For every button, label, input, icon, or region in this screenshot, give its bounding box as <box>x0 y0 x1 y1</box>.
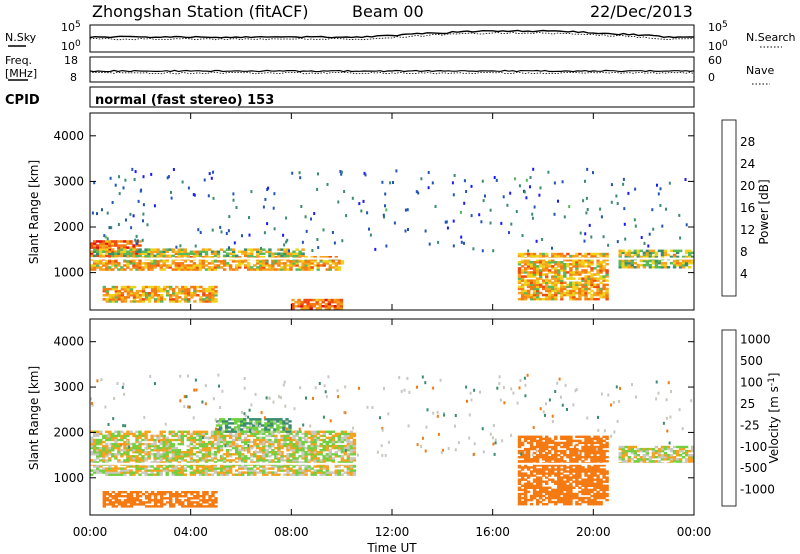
heatmap-region <box>618 445 694 465</box>
heatmap-region <box>102 491 218 508</box>
power-heatmap <box>90 167 694 310</box>
velocity-colorbar-label: Velocity [m s-1] <box>767 373 781 464</box>
nsearch-label: N.Search <box>746 31 796 44</box>
velocity-panel: 1000 2000 3000 4000 Slant Range [km] 1000 50… <box>27 318 781 516</box>
colorbar-frame <box>721 119 737 297</box>
freq-tick-bottom: 8 <box>70 71 77 84</box>
heatmap-region <box>215 418 292 433</box>
colorbar-tick-label: -1000 <box>740 483 775 497</box>
x-tick-label: 00:00 <box>677 525 712 539</box>
colorbar-tick-label: 4 <box>740 267 748 281</box>
freq-line <box>90 69 694 73</box>
freq-unit-label: [MHz] <box>5 67 37 80</box>
x-tick-label: 12:00 <box>375 525 410 539</box>
colorbar-tick-label: 24 <box>740 157 755 171</box>
search-tick-bottom: 100 <box>708 39 728 53</box>
date-label: 22/Dec/2013 <box>590 2 693 21</box>
y-tick-label: 4000 <box>53 129 84 143</box>
heatmap-region <box>517 252 609 301</box>
chart-title: Zhongshan Station (fitACF) <box>92 2 309 21</box>
colorbar-tick-label: 12 <box>740 223 755 237</box>
power-panel: 1000 2000 3000 4000 Slant Range [km] 28 24 20… <box>27 112 771 311</box>
x-tick-label: 08:00 <box>274 525 309 539</box>
heatmap-region <box>90 256 345 271</box>
velocity-heatmap <box>90 373 694 508</box>
heatmap-region <box>102 285 218 303</box>
x-tick-label: 20:00 <box>576 525 611 539</box>
search-tick-top: 105 <box>708 20 728 34</box>
power-ylabel: Slant Range [km] <box>27 160 41 264</box>
heatmap-region <box>90 248 305 258</box>
colorbar-tick-label: -100 <box>740 440 767 454</box>
colorbar-tick-label: 8 <box>740 245 748 259</box>
nave-line <box>90 71 694 75</box>
colorbar-tick-label: 28 <box>740 135 755 149</box>
beam-label: Beam 00 <box>352 2 424 21</box>
nave-tick-bottom: 0 <box>708 71 715 84</box>
nsky-line <box>90 29 694 39</box>
power-colorbar-label: Power [dB] <box>757 179 771 244</box>
y-tick-label: 4000 <box>53 335 84 349</box>
colorbar-tick-label: 16 <box>740 201 755 215</box>
y-tick-label: 2000 <box>53 220 84 234</box>
cpid-frame <box>89 86 695 108</box>
colorbar-tick-label: 25 <box>740 397 755 411</box>
sky-tick-bottom: 100 <box>61 39 81 53</box>
nsearch-line <box>90 31 694 41</box>
x-axis-label: Time UT <box>366 541 417 554</box>
colorbar-tick-label: 100 <box>740 375 763 389</box>
colorbar-tick-label: -500 <box>740 461 767 475</box>
heatmap-region <box>517 435 609 506</box>
scatter-echoes <box>90 373 694 458</box>
scatter-echoes <box>91 167 688 253</box>
nave-tick-top: 60 <box>708 54 722 67</box>
heatmap-region <box>291 298 344 310</box>
freq-panel-frame <box>89 56 695 83</box>
sky-search-panel: N.Sky 105 100 105 100 N.Search <box>5 20 796 53</box>
freq-nave-panel: Freq. [MHz] 18 8 60 0 Nave <box>5 54 774 85</box>
y-tick-label: 3000 <box>53 174 84 188</box>
y-tick-label: 1000 <box>53 266 84 280</box>
freq-tick-top: 18 <box>64 54 78 67</box>
y-tick-label: 3000 <box>53 380 84 394</box>
colorbar-tick-label: 500 <box>740 354 763 368</box>
cpid-text: normal (fast stereo) 153 <box>95 93 274 108</box>
heatmap-region <box>90 430 357 476</box>
colorbar-tick-label: 20 <box>740 179 755 193</box>
x-tick-label: 16:00 <box>475 525 510 539</box>
y-tick-label: 2000 <box>53 425 84 439</box>
colorbar-tick-label: -25 <box>740 418 760 432</box>
nsky-label: N.Sky <box>5 31 37 44</box>
x-tick-label: 00:00 <box>73 525 108 539</box>
colorbar-frame <box>721 329 737 507</box>
nave-label: Nave <box>746 64 774 77</box>
cpid-label: CPID <box>5 93 40 108</box>
colorbar-tick-label: 1000 <box>740 333 771 347</box>
sky-tick-top: 105 <box>61 20 81 34</box>
velocity-ylabel: Slant Range [km] <box>27 366 41 470</box>
x-tick-label: 04:00 <box>173 525 208 539</box>
y-tick-label: 1000 <box>53 471 84 485</box>
range-gap <box>90 462 694 465</box>
range-gap <box>90 257 694 260</box>
freq-label: Freq. <box>5 54 32 67</box>
